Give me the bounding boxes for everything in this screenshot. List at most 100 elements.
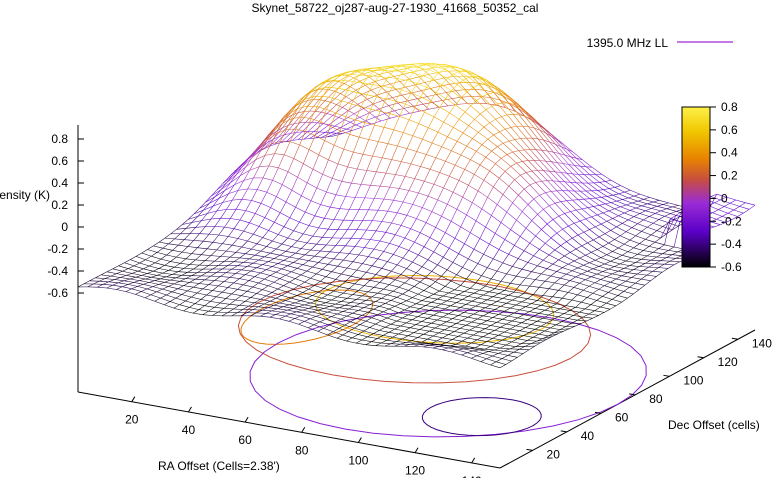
mesh-segment xyxy=(485,156,496,164)
mesh-segment xyxy=(410,163,421,167)
mesh-segment xyxy=(380,111,390,114)
mesh-segment xyxy=(305,131,316,136)
z-axis-label: Intensity (K) xyxy=(0,188,50,202)
mesh-segment xyxy=(143,284,153,287)
mesh-segment xyxy=(324,207,331,219)
mesh-segment xyxy=(303,96,314,101)
mesh-segment xyxy=(570,156,581,167)
mesh-segment xyxy=(428,107,439,110)
mesh-segment xyxy=(337,148,345,165)
mesh-segment xyxy=(318,262,329,265)
mesh-segment xyxy=(567,318,578,321)
mesh-segment xyxy=(555,143,562,147)
mesh-segment xyxy=(531,214,538,221)
mesh-segment xyxy=(467,334,474,339)
mesh-segment xyxy=(226,272,236,274)
mesh-segment xyxy=(285,189,293,203)
mesh-segment xyxy=(610,278,617,283)
mesh-segment xyxy=(424,111,435,118)
mesh-segment xyxy=(546,296,553,303)
mesh-segment xyxy=(281,265,288,270)
mesh-segment xyxy=(370,239,380,242)
mesh-segment xyxy=(508,140,519,151)
mesh-segment xyxy=(387,294,397,298)
mesh-segment xyxy=(348,327,355,332)
mesh-segment xyxy=(283,217,291,227)
mesh-segment xyxy=(602,296,613,300)
mesh-segment xyxy=(454,285,461,291)
mesh-segment xyxy=(662,222,669,227)
mesh-segment xyxy=(576,208,583,211)
mesh-segment xyxy=(243,258,250,263)
mesh-segment xyxy=(250,270,261,274)
mesh-segment xyxy=(423,286,430,291)
mesh-segment xyxy=(346,261,354,269)
mesh-segment xyxy=(254,254,265,258)
mesh-segment xyxy=(473,349,480,352)
mesh-segment xyxy=(314,250,321,257)
mesh-segment xyxy=(449,82,460,85)
mesh-segment xyxy=(381,261,388,269)
mesh-segment xyxy=(643,250,653,253)
mesh-segment xyxy=(256,267,267,270)
mesh-segment xyxy=(667,264,675,269)
mesh-segment xyxy=(323,123,330,126)
mesh-segment xyxy=(289,207,296,218)
mesh-segment xyxy=(546,319,553,324)
mesh-segment xyxy=(361,339,372,342)
mesh-segment xyxy=(235,246,242,253)
mesh-segment xyxy=(203,203,210,211)
mesh-segment xyxy=(173,304,180,309)
mesh-segment xyxy=(520,175,531,186)
mesh-segment xyxy=(321,297,332,301)
mesh-segment xyxy=(467,337,478,341)
mesh-segment xyxy=(625,280,636,284)
mesh-segment xyxy=(292,308,303,311)
mesh-segment xyxy=(402,293,413,298)
mesh-segment xyxy=(433,311,440,316)
mesh-segment xyxy=(469,282,476,289)
mesh-segment xyxy=(714,202,725,207)
mesh-segment xyxy=(371,89,378,96)
mesh-segment xyxy=(285,297,292,301)
mesh-segment xyxy=(366,84,374,95)
mesh-segment xyxy=(464,232,471,244)
mesh-segment xyxy=(153,270,163,274)
mesh-segment xyxy=(527,262,538,267)
mesh-segment xyxy=(446,318,453,323)
mesh-segment xyxy=(331,229,339,239)
mesh-segment xyxy=(609,187,615,189)
mesh-segment xyxy=(607,194,613,197)
mesh-segment xyxy=(476,144,483,152)
mesh-segment xyxy=(501,154,508,159)
mesh-segment xyxy=(174,263,181,268)
mesh-segment xyxy=(496,262,504,272)
mesh-segment xyxy=(594,282,605,286)
mesh-segment xyxy=(316,187,327,193)
mesh-segment xyxy=(484,348,495,351)
mesh-segment xyxy=(547,219,554,225)
mesh-segment xyxy=(516,126,527,139)
mesh-segment xyxy=(394,108,404,112)
mesh-segment xyxy=(149,265,159,269)
mesh-segment xyxy=(406,135,414,149)
mesh-segment xyxy=(535,122,547,134)
mesh-segment xyxy=(543,170,550,172)
mesh-segment xyxy=(529,311,540,314)
mesh-segment xyxy=(498,314,509,317)
mesh-segment xyxy=(265,310,272,314)
mesh-segment xyxy=(388,102,399,106)
mesh-segment xyxy=(397,71,404,79)
mesh-segment xyxy=(305,211,315,217)
mesh-segment xyxy=(532,333,539,338)
mesh-segment xyxy=(379,327,386,331)
mesh-segment xyxy=(429,310,440,313)
mesh-segment xyxy=(130,259,140,264)
mesh-segment xyxy=(472,202,482,210)
mesh-segment xyxy=(308,308,319,311)
mesh-segment xyxy=(322,95,333,99)
mesh-segment xyxy=(347,220,354,230)
mesh-segment xyxy=(342,308,349,312)
mesh-segment xyxy=(276,127,283,132)
mesh-segment xyxy=(360,278,371,281)
